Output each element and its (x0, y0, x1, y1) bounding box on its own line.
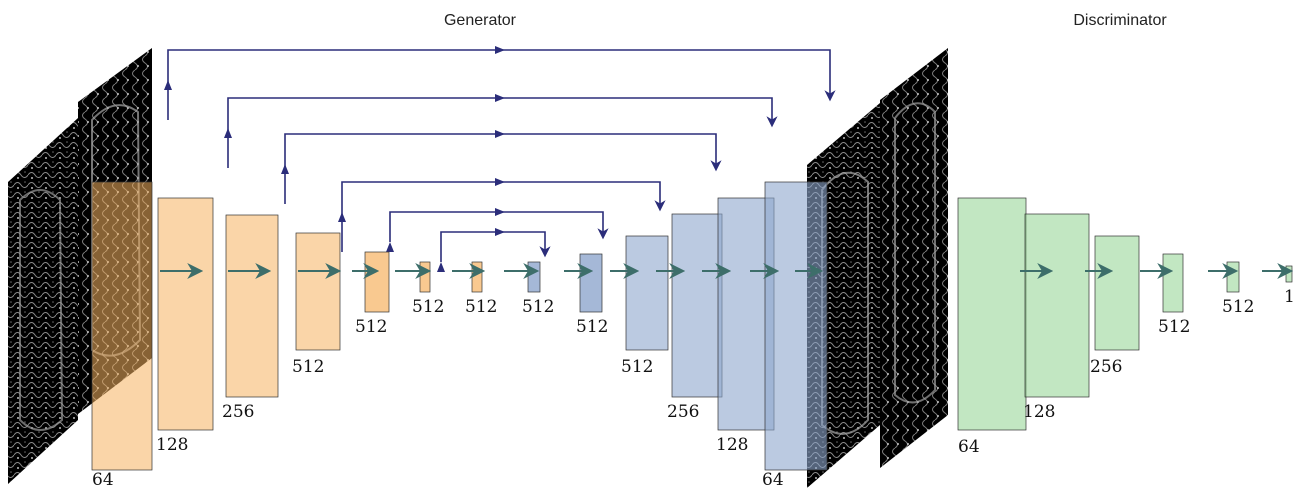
network-blocks (92, 182, 1293, 471)
decoder-labels: 512 512 256 128 64 (576, 317, 784, 490)
discriminator-block-6 (1286, 266, 1293, 283)
skip-mid-arrowhead (495, 46, 505, 54)
encoder-block-2 (158, 198, 214, 431)
decoder-label-2: 512 (621, 357, 653, 377)
encoder-label-2: 128 (156, 435, 188, 455)
encoder-labels: 64 128 256 512 512 512 512 (92, 297, 497, 490)
disc-label-4: 512 (1158, 317, 1190, 337)
encoder-block-7 (472, 262, 483, 293)
decoder-block-1 (580, 254, 603, 313)
encoder-label-5: 512 (355, 317, 387, 337)
encoder-label-1: 64 (92, 470, 114, 490)
decoder-label-5: 64 (762, 470, 784, 490)
encoder-label-7: 512 (465, 297, 497, 317)
skip-mid-arrowhead (495, 228, 505, 236)
skip-mid-arrowhead (495, 130, 505, 138)
bottleneck-label: 512 (522, 297, 554, 317)
disc-label-3: 256 (1090, 357, 1122, 377)
encoder-block-5 (365, 252, 390, 313)
encoder-block-4 (296, 233, 341, 351)
skip-up-arrowhead (437, 262, 445, 272)
decoder-block-3 (672, 214, 723, 398)
skip-connection-3 (284, 133, 722, 204)
encoder-block-1 (92, 182, 153, 471)
bottleneck-block (528, 262, 541, 293)
decoder-label-1: 512 (576, 317, 608, 337)
skip-mid-arrowhead (495, 94, 505, 102)
skip-up-arrowhead (338, 212, 346, 222)
discriminator-title: Discriminator (1073, 12, 1167, 29)
discriminator-block-3 (1095, 236, 1140, 351)
decoder-label-4: 128 (716, 435, 748, 455)
skip-mid-arrowhead (495, 178, 505, 186)
encoder-label-3: 256 (222, 402, 254, 422)
decoder-block-5 (765, 182, 828, 471)
skip-up-arrowhead (281, 164, 289, 174)
skip-mid-arrowhead (495, 208, 505, 216)
decoder-block-2 (626, 236, 669, 351)
skip-connection-1 (167, 49, 836, 120)
encoder-block-3 (226, 215, 279, 398)
skip-up-arrowhead (386, 242, 394, 252)
disc-label-2: 128 (1023, 402, 1055, 422)
skip-connection-6 (440, 231, 551, 262)
skip-connections (164, 46, 836, 272)
disc-label-1: 64 (958, 437, 980, 457)
skip-up-arrowhead (224, 128, 232, 138)
decoder-label-3: 256 (667, 402, 699, 422)
generator-title: Generator (444, 12, 517, 29)
output-scan-image (807, 48, 948, 488)
skip-up-arrowhead (164, 80, 172, 90)
encoder-block-6 (420, 262, 431, 293)
disc-label-6: 1 (1284, 287, 1295, 307)
encoder-label-6: 512 (412, 297, 444, 317)
discriminator-block-5 (1227, 262, 1240, 293)
discriminator-labels: 64 128 256 512 512 1 (958, 287, 1295, 457)
skip-connection-5 (389, 211, 609, 242)
discriminator-block-1 (958, 198, 1027, 431)
discriminator-block-4 (1163, 254, 1184, 313)
disc-label-5: 512 (1222, 297, 1254, 317)
encoder-label-4: 512 (292, 357, 324, 377)
discriminator-block-2 (1025, 214, 1090, 398)
